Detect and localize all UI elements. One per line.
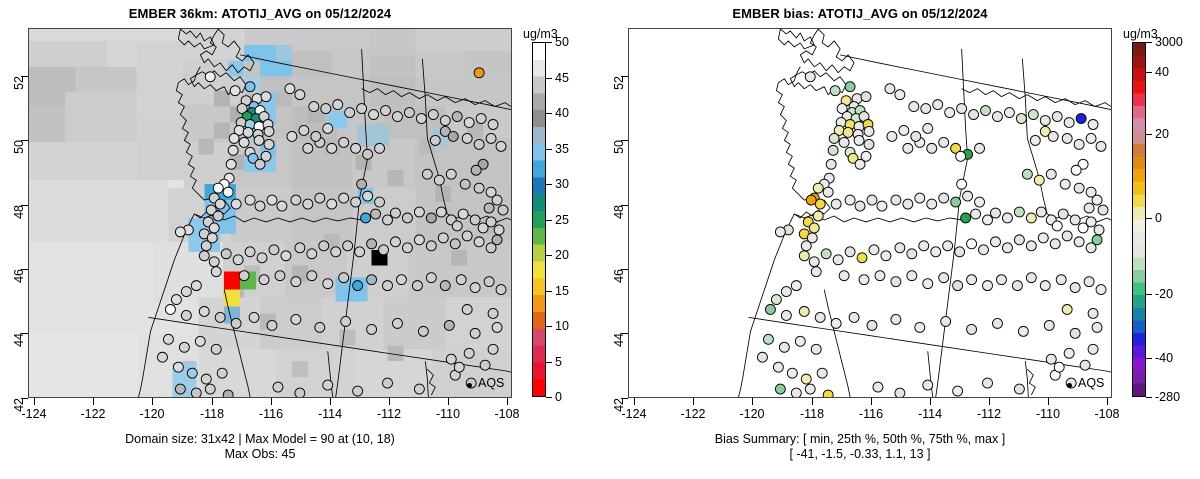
model-colorbar-gradient bbox=[532, 42, 546, 397]
bias-aqs-legend-dot bbox=[1067, 383, 1072, 388]
colorbar-tick-label: -20 bbox=[1155, 287, 1174, 301]
y-tick-label: 46 bbox=[612, 269, 626, 283]
x-tick-label: -114 bbox=[317, 407, 343, 421]
bias-caption: Bias Summary: [ min, 25th %, 50th %, 75t… bbox=[714, 432, 1006, 461]
x-tick-label: -118 bbox=[199, 407, 225, 421]
bias-colorbar-gradient bbox=[1132, 42, 1146, 397]
panel-model-title: EMBER 36km: ATOTIJ_AVG on 05/12/2024 bbox=[128, 6, 392, 21]
model-grid-cells bbox=[29, 29, 511, 397]
colorbar-tick-label: 10 bbox=[555, 319, 569, 333]
model-aqs-points bbox=[157, 67, 509, 397]
model-colorbar-unit: ug/m3 bbox=[523, 27, 558, 41]
panel-bias: EMBER bias: ATOTIJ_AVG on 05/12/2024 bbox=[600, 0, 1200, 479]
x-tick-label: -124 bbox=[21, 407, 47, 421]
y-tick-label: 48 bbox=[612, 205, 626, 219]
x-tick-label: -108 bbox=[494, 407, 520, 421]
x-tick-label: -122 bbox=[80, 407, 106, 421]
x-tick-label: -124 bbox=[621, 407, 647, 421]
x-tick-label: -120 bbox=[739, 407, 765, 421]
colorbar-tick-label: 50 bbox=[555, 35, 569, 49]
x-tick-label: -112 bbox=[976, 407, 1002, 421]
x-tick-label: -110 bbox=[1035, 407, 1061, 421]
colorbar-tick-label: 3000 bbox=[1155, 35, 1183, 49]
colorbar-tick-label: 30 bbox=[555, 177, 569, 191]
x-tick-label: -118 bbox=[799, 407, 825, 421]
model-aqs-legend-label: AQS bbox=[478, 376, 505, 390]
colorbar-tick-label: 15 bbox=[555, 283, 569, 298]
panel-bias-plot-area bbox=[628, 28, 1112, 398]
bias-y-axis: 42 44 46 48 50 52 bbox=[600, 28, 628, 412]
model-x-axis: -124 -122 -120 -118 -116 -114 -112 -110 … bbox=[21, 398, 520, 426]
colorbar-tick-label: 20 bbox=[1155, 127, 1169, 141]
x-tick-label: -110 bbox=[435, 407, 461, 421]
y-tick-label: 44 bbox=[612, 333, 626, 347]
colorbar-tick-label: 20 bbox=[555, 248, 569, 262]
x-tick-label: -122 bbox=[680, 407, 706, 421]
y-tick-label: 52 bbox=[612, 76, 626, 90]
x-tick-label: -112 bbox=[376, 407, 402, 421]
x-tick-label: -116 bbox=[858, 407, 884, 421]
colorbar-tick-label: 40 bbox=[1155, 65, 1169, 79]
colorbar-tick-label: 0 bbox=[1155, 211, 1162, 225]
y-tick-label: 52 bbox=[12, 76, 26, 90]
bias-x-axis: -124 -122 -120 -118 -116 -114 -112 -110 … bbox=[621, 398, 1120, 426]
model-aqs-legend-dot bbox=[467, 383, 472, 388]
panel-bias-title: EMBER bias: ATOTIJ_AVG on 05/12/2024 bbox=[732, 6, 988, 21]
bias-aqs-points bbox=[757, 71, 1109, 397]
model-map-svg bbox=[29, 29, 511, 397]
colorbar-tick-label: 35 bbox=[555, 141, 569, 156]
y-tick-label: 44 bbox=[12, 333, 26, 347]
colorbar-tick-label: 45 bbox=[555, 70, 569, 85]
colorbar-tick-label: 5 bbox=[555, 354, 562, 369]
panel-model-plot-area bbox=[28, 28, 512, 398]
bias-colorbar-unit: ug/m3 bbox=[1123, 27, 1158, 41]
model-caption: Domain size: 31x42 | Max Model = 90 at (… bbox=[125, 432, 395, 461]
bias-map-svg bbox=[629, 29, 1111, 397]
y-tick-label: 48 bbox=[12, 205, 26, 219]
y-tick-label: 50 bbox=[12, 140, 26, 154]
colorbar-tick-label: -40 bbox=[1155, 351, 1174, 365]
x-tick-label: -120 bbox=[139, 407, 165, 421]
panel-model: EMBER 36km: ATOTIJ_AVG on 05/12/2024 bbox=[0, 6, 569, 461]
model-y-axis: 42 44 46 48 50 52 bbox=[0, 28, 28, 412]
colorbar-tick-label: 40 bbox=[555, 106, 569, 120]
x-tick-label: -116 bbox=[258, 407, 284, 421]
colorbar-tick-label: -280 bbox=[1155, 390, 1181, 404]
colorbar-tick-label: 0 bbox=[555, 390, 562, 404]
bias-aqs-legend-label: AQS bbox=[1078, 376, 1105, 390]
y-tick-label: 50 bbox=[612, 140, 626, 154]
x-tick-label: -108 bbox=[1094, 407, 1120, 421]
x-tick-label: -114 bbox=[917, 407, 943, 421]
colorbar-tick-label: 25 bbox=[555, 212, 569, 227]
y-tick-label: 46 bbox=[12, 269, 26, 283]
